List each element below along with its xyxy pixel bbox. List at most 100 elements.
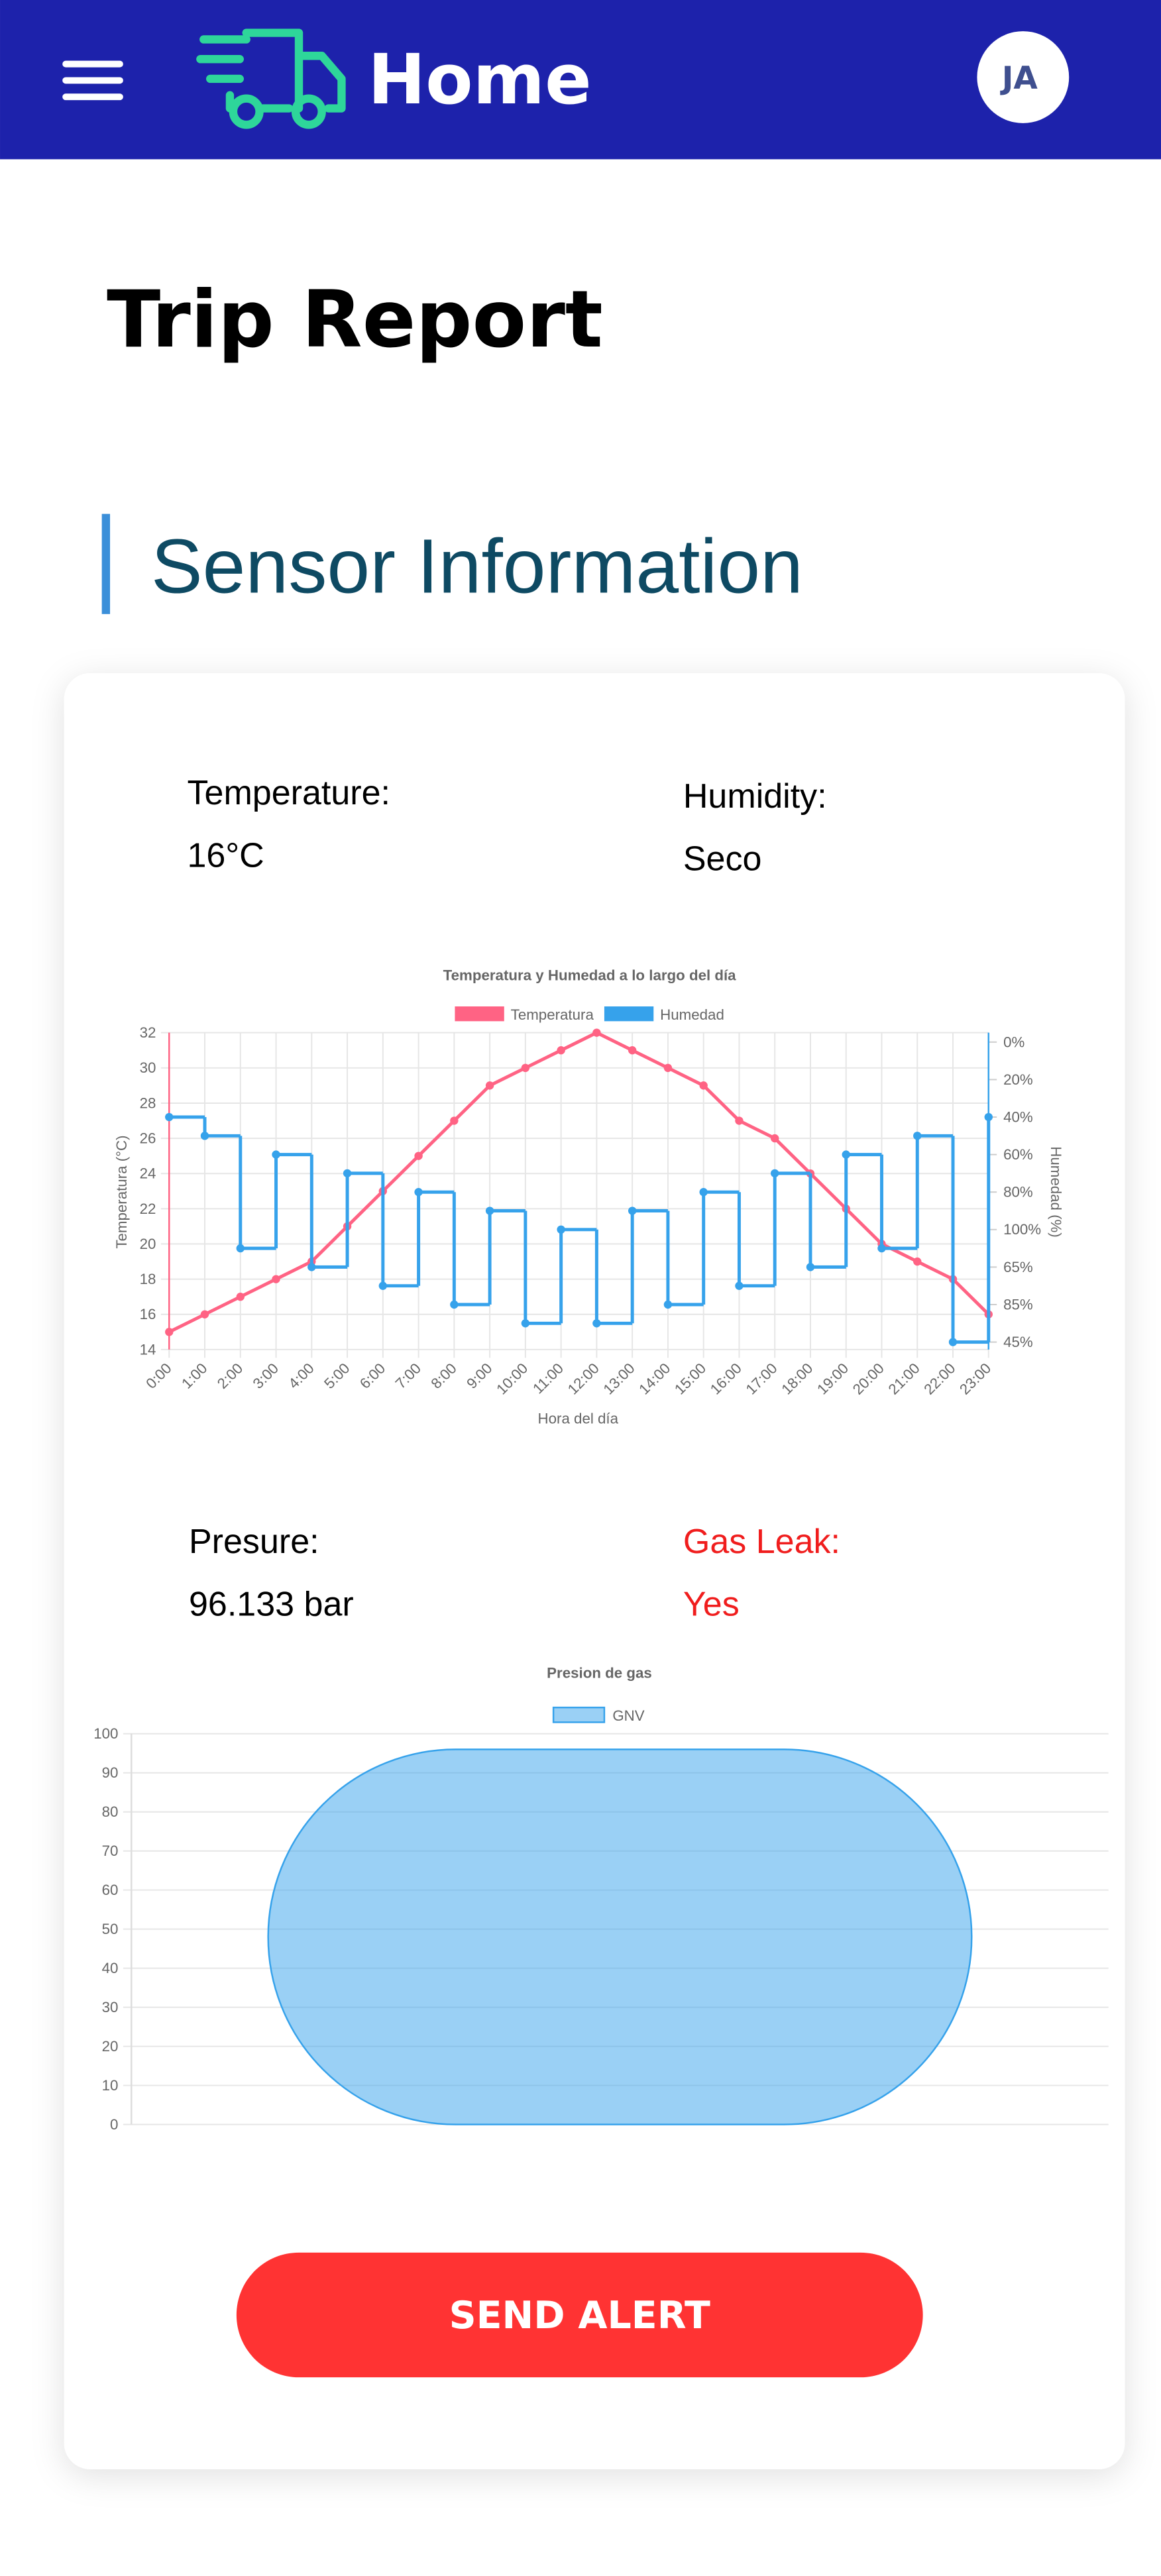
avatar[interactable] (977, 31, 1070, 123)
bar (267, 1748, 973, 2125)
field-label: Humidity: (683, 777, 827, 816)
y-tick-label: 50 (102, 1921, 119, 1937)
y-tick-label: 40 (102, 1960, 119, 1976)
y2-tick-label: 80% (1003, 1184, 1033, 1201)
point (450, 1300, 459, 1309)
field-value: Yes (683, 1585, 740, 1623)
point (735, 1116, 744, 1125)
y-tick-label: 30 (102, 1999, 119, 2015)
button-label: SEND ALERT (449, 2294, 710, 2337)
y-tick-label: 26 (140, 1130, 156, 1147)
point (842, 1150, 850, 1159)
y-tick-label: 32 (140, 1024, 156, 1041)
send-alert-button[interactable] (236, 2252, 923, 2378)
y-tick-label: 20 (102, 2038, 119, 2055)
avatar-initials: JA (1000, 60, 1038, 97)
legend-swatch (604, 1006, 654, 1022)
y2-tick-label: 0% (1003, 1034, 1024, 1050)
y-tick-label: 10 (102, 2077, 119, 2094)
point (272, 1150, 280, 1159)
point (699, 1188, 708, 1197)
y-tick-label: 16 (140, 1306, 156, 1322)
point (200, 1310, 209, 1318)
field-label: Temperature: (188, 774, 390, 812)
legend-label: Temperatura (511, 1006, 594, 1023)
point (450, 1116, 459, 1125)
point (165, 1328, 174, 1336)
header-bar (0, 0, 1161, 160)
point (984, 1112, 993, 1122)
point (414, 1152, 423, 1160)
header-title: Home (368, 39, 592, 120)
point (521, 1063, 530, 1073)
point (521, 1319, 530, 1328)
truck-logo (196, 28, 346, 129)
y-tick-label: 18 (140, 1271, 156, 1287)
legend-label: GNV (612, 1707, 644, 1724)
y2-tick-label: 45% (1003, 1334, 1033, 1350)
card (64, 672, 1125, 2469)
point (557, 1225, 565, 1234)
page-title: Trip Report (107, 274, 603, 366)
y-tick-label: 70 (102, 1843, 119, 1859)
point (913, 1132, 922, 1140)
chart-title: Presion de gas (547, 1665, 652, 1682)
x-axis-title: Hora del día (538, 1410, 619, 1426)
y-tick-label: 14 (140, 1341, 156, 1358)
point (236, 1293, 245, 1301)
y2-tick-label: 85% (1003, 1296, 1033, 1313)
point (663, 1300, 673, 1309)
menu-button[interactable] (62, 60, 123, 101)
point (485, 1081, 494, 1090)
point (913, 1257, 922, 1266)
point (236, 1244, 245, 1253)
point (628, 1207, 637, 1215)
y2-tick-label: 65% (1003, 1259, 1033, 1275)
y-tick-label: 22 (140, 1201, 156, 1217)
point (343, 1169, 352, 1178)
point (557, 1046, 565, 1055)
field-value: 16°C (188, 836, 264, 875)
y2-axis-title: Humedad (%) (1048, 1146, 1064, 1238)
point (592, 1319, 601, 1328)
point (200, 1132, 209, 1140)
point (592, 1028, 601, 1037)
y-axis-title: Temperatura (°C) (113, 1135, 130, 1248)
legend-label: Humedad (660, 1006, 724, 1023)
point (663, 1063, 673, 1073)
y2-tick-label: 100% (1003, 1221, 1041, 1238)
point (771, 1134, 779, 1143)
point (877, 1244, 886, 1253)
chart: Presion de gas 0 10 20 30 40 50 60 70 80 90 100 GNV (93, 1665, 1109, 2133)
y-tick-label: 30 (140, 1059, 156, 1076)
point (272, 1275, 280, 1283)
legend-swatch (552, 1706, 606, 1723)
field-value: Seco (683, 839, 762, 878)
point (948, 1338, 958, 1346)
point (771, 1169, 779, 1178)
section-title: Sensor Information (151, 523, 803, 610)
y-tick-label: 100 (93, 1725, 118, 1742)
chart-title: Temperatura y Humedad a lo largo del día (443, 967, 737, 983)
y2-tick-label: 40% (1003, 1108, 1033, 1125)
section-accent (101, 513, 111, 614)
y2-tick-label: 20% (1003, 1071, 1033, 1088)
point (378, 1281, 388, 1290)
y2-tick-label: 60% (1003, 1146, 1033, 1163)
y-tick-label: 60 (102, 1882, 119, 1898)
field-label: Gas Leak: (683, 1523, 840, 1561)
legend-swatch (455, 1006, 504, 1022)
point (699, 1081, 708, 1090)
point (485, 1207, 494, 1215)
y-tick-label: 0 (110, 2116, 118, 2133)
y-tick-label: 24 (140, 1165, 156, 1182)
point (806, 1263, 815, 1271)
field-value: 96.133 bar (189, 1585, 354, 1623)
field-label: Presure: (189, 1523, 319, 1561)
point (628, 1046, 637, 1055)
y-tick-label: 90 (102, 1764, 119, 1781)
y-tick-label: 80 (102, 1803, 119, 1820)
point (165, 1112, 174, 1122)
